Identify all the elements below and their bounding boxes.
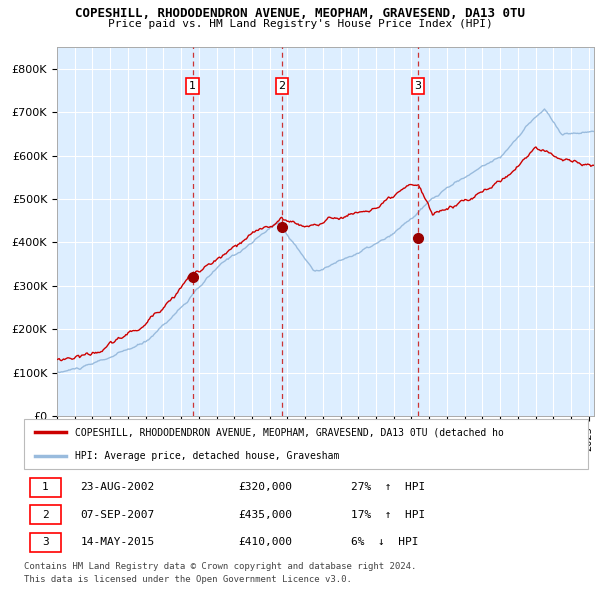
Text: 1: 1: [42, 483, 49, 493]
Text: 27%  ↑  HPI: 27% ↑ HPI: [351, 483, 425, 493]
Text: HPI: Average price, detached house, Gravesham: HPI: Average price, detached house, Grav…: [75, 451, 339, 461]
Text: £410,000: £410,000: [238, 537, 292, 547]
Text: This data is licensed under the Open Government Licence v3.0.: This data is licensed under the Open Gov…: [24, 575, 352, 584]
Text: 3: 3: [42, 537, 49, 547]
FancyBboxPatch shape: [24, 419, 588, 469]
Text: 2: 2: [278, 81, 286, 91]
Text: COPESHILL, RHODODENDRON AVENUE, MEOPHAM, GRAVESEND, DA13 0TU: COPESHILL, RHODODENDRON AVENUE, MEOPHAM,…: [75, 7, 525, 20]
FancyBboxPatch shape: [29, 478, 61, 497]
Text: 3: 3: [415, 81, 422, 91]
Text: 23-AUG-2002: 23-AUG-2002: [80, 483, 155, 493]
Text: COPESHILL, RHODODENDRON AVENUE, MEOPHAM, GRAVESEND, DA13 0TU (detached ho: COPESHILL, RHODODENDRON AVENUE, MEOPHAM,…: [75, 427, 503, 437]
Text: 14-MAY-2015: 14-MAY-2015: [80, 537, 155, 547]
Text: £320,000: £320,000: [238, 483, 292, 493]
FancyBboxPatch shape: [29, 533, 61, 552]
Text: 07-SEP-2007: 07-SEP-2007: [80, 510, 155, 520]
Text: 6%  ↓  HPI: 6% ↓ HPI: [351, 537, 419, 547]
Text: 1: 1: [189, 81, 196, 91]
Text: Price paid vs. HM Land Registry's House Price Index (HPI): Price paid vs. HM Land Registry's House …: [107, 19, 493, 29]
Text: Contains HM Land Registry data © Crown copyright and database right 2024.: Contains HM Land Registry data © Crown c…: [24, 562, 416, 571]
Text: £435,000: £435,000: [238, 510, 292, 520]
Text: 2: 2: [42, 510, 49, 520]
Text: 17%  ↑  HPI: 17% ↑ HPI: [351, 510, 425, 520]
FancyBboxPatch shape: [29, 506, 61, 524]
